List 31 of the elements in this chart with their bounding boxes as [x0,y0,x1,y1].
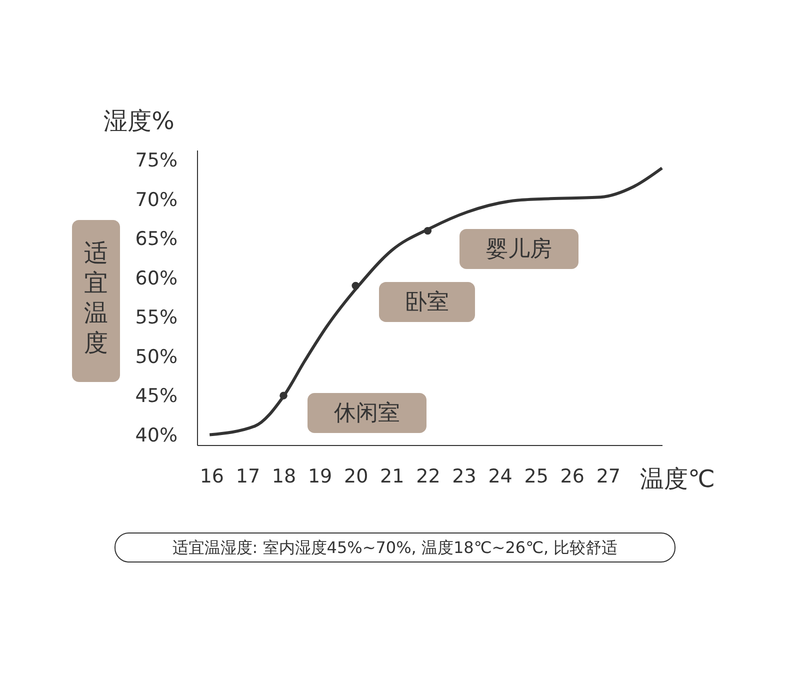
annotation: 休闲室 [334,401,400,426]
x-tick-label: 24 [488,466,512,488]
x-tick-label: 22 [416,466,440,488]
text: 适宜温度 [84,239,108,357]
text: 适宜温湿度: 室内湿度45%~70%, 温度18℃~26℃, 比较舒适 [172,538,618,557]
y-axis-title: 湿度% [104,107,174,135]
y-tick-label: 75% [135,150,178,172]
x-tick-label: 27 [596,466,621,488]
y-tick-label: 65% [135,228,178,250]
line-series [208,166,664,436]
y-tick-label: 70% [135,188,178,211]
x-tick-label: 16 [200,466,224,488]
x-axis-title: 温度℃ [640,465,715,493]
x-tick-label: 23 [452,466,476,488]
x-tick-label: 21 [380,466,404,488]
y-tick-label: 45% [135,385,178,408]
x-tick-label: 25 [524,466,548,488]
x-tick-label: 19 [308,466,332,488]
point [424,226,432,235]
point [280,392,288,400]
x-tick-label: 26 [560,466,584,488]
x-tick-label: 18 [272,466,296,488]
x-tick-label: 17 [236,466,260,488]
y-tick-label: 40% [135,424,178,446]
x-tick-label: 20 [344,466,368,488]
y-tick-label: 50% [135,346,178,368]
y-tick-label: 55% [135,306,178,329]
annotation: 卧室 [405,290,449,315]
y-tick-label: 60% [135,267,178,290]
annotation: 婴儿房 [486,237,552,262]
point [352,282,360,290]
